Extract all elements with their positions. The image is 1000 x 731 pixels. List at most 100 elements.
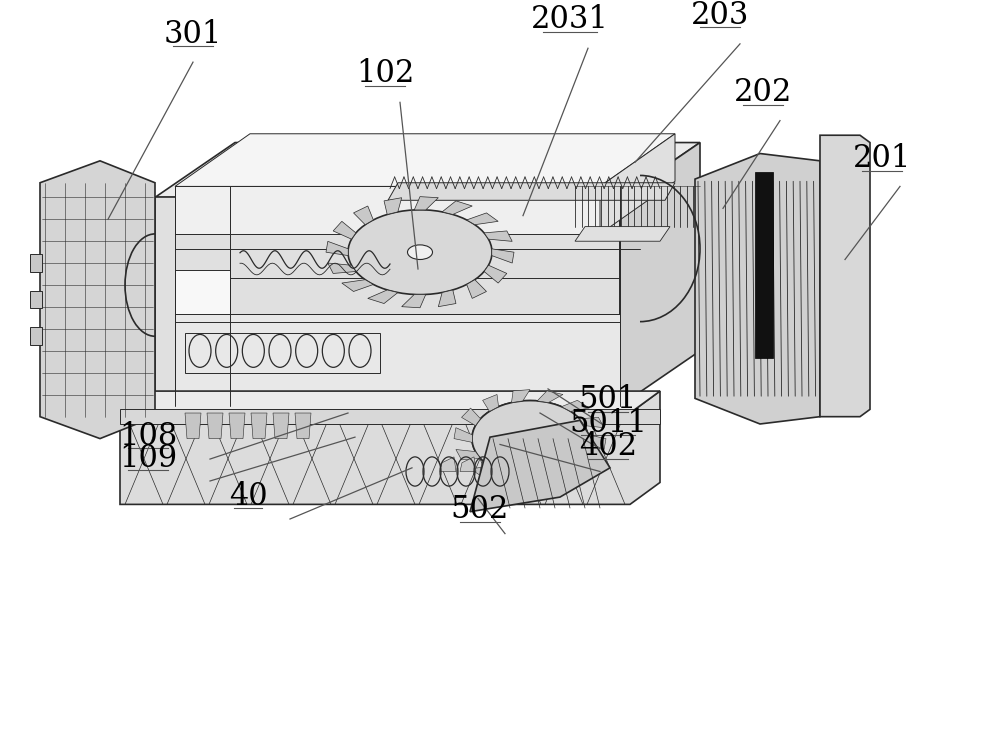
Text: 2031: 2031 <box>531 4 609 35</box>
Polygon shape <box>467 213 498 224</box>
Polygon shape <box>125 413 139 424</box>
Polygon shape <box>629 413 643 424</box>
Polygon shape <box>30 254 42 272</box>
Text: 40: 40 <box>229 481 267 512</box>
Polygon shape <box>149 413 163 424</box>
Polygon shape <box>414 197 438 210</box>
Polygon shape <box>221 413 235 424</box>
Ellipse shape <box>472 401 588 477</box>
Ellipse shape <box>348 210 492 295</box>
Polygon shape <box>120 391 660 504</box>
Polygon shape <box>579 452 598 469</box>
Polygon shape <box>365 413 379 424</box>
Polygon shape <box>341 413 355 424</box>
Polygon shape <box>581 413 595 424</box>
Polygon shape <box>492 249 514 263</box>
Polygon shape <box>402 295 426 308</box>
Polygon shape <box>561 466 577 482</box>
Polygon shape <box>467 280 486 298</box>
Text: 109: 109 <box>119 443 177 474</box>
Polygon shape <box>483 395 499 412</box>
Polygon shape <box>175 186 230 234</box>
Polygon shape <box>605 413 619 424</box>
Polygon shape <box>695 154 820 424</box>
Polygon shape <box>442 201 472 214</box>
Polygon shape <box>512 390 530 403</box>
Polygon shape <box>579 417 604 428</box>
Text: 5011: 5011 <box>569 408 647 439</box>
Polygon shape <box>155 197 620 406</box>
Polygon shape <box>530 474 548 488</box>
Text: 102: 102 <box>356 58 414 89</box>
Text: 201: 201 <box>853 143 911 174</box>
Polygon shape <box>293 413 307 424</box>
Polygon shape <box>454 428 472 442</box>
Text: 203: 203 <box>691 0 749 31</box>
Polygon shape <box>326 241 348 256</box>
Text: 301: 301 <box>164 19 222 50</box>
Polygon shape <box>557 413 571 424</box>
Polygon shape <box>560 457 576 471</box>
Polygon shape <box>497 474 523 486</box>
Polygon shape <box>820 135 870 417</box>
Polygon shape <box>388 183 675 200</box>
Polygon shape <box>185 413 201 439</box>
Polygon shape <box>354 206 373 224</box>
Ellipse shape <box>408 245 432 260</box>
Polygon shape <box>207 413 223 439</box>
Polygon shape <box>175 186 600 234</box>
Polygon shape <box>333 221 356 239</box>
Polygon shape <box>580 457 596 471</box>
Polygon shape <box>588 435 606 450</box>
Polygon shape <box>561 401 589 412</box>
Polygon shape <box>229 413 245 439</box>
Polygon shape <box>368 290 398 303</box>
Polygon shape <box>462 408 481 425</box>
Polygon shape <box>30 327 42 345</box>
Polygon shape <box>120 409 660 424</box>
Polygon shape <box>273 413 289 439</box>
Polygon shape <box>40 161 155 439</box>
Polygon shape <box>456 450 481 460</box>
Polygon shape <box>533 413 547 424</box>
Polygon shape <box>575 227 670 241</box>
Polygon shape <box>175 134 675 186</box>
Polygon shape <box>471 466 499 477</box>
Polygon shape <box>437 413 451 424</box>
Polygon shape <box>173 413 187 424</box>
Polygon shape <box>509 413 523 424</box>
Text: 108: 108 <box>119 421 177 452</box>
Polygon shape <box>413 413 427 424</box>
Polygon shape <box>485 413 499 424</box>
Polygon shape <box>342 280 373 292</box>
Polygon shape <box>484 231 512 241</box>
Polygon shape <box>120 391 660 413</box>
Polygon shape <box>317 413 331 424</box>
Polygon shape <box>484 265 507 283</box>
Text: 202: 202 <box>734 77 792 108</box>
Text: 502: 502 <box>451 494 509 525</box>
Polygon shape <box>620 143 700 406</box>
Polygon shape <box>197 413 211 424</box>
Polygon shape <box>540 457 556 471</box>
Polygon shape <box>245 413 259 424</box>
Polygon shape <box>500 457 516 471</box>
Polygon shape <box>600 134 675 234</box>
Polygon shape <box>460 457 476 471</box>
Polygon shape <box>328 263 356 273</box>
Polygon shape <box>384 197 402 214</box>
Polygon shape <box>755 172 773 358</box>
Polygon shape <box>155 143 700 197</box>
Polygon shape <box>175 270 230 314</box>
Text: 501: 501 <box>579 385 637 415</box>
Polygon shape <box>470 420 610 512</box>
Polygon shape <box>269 413 283 424</box>
Polygon shape <box>30 291 42 308</box>
Text: 402: 402 <box>579 431 637 462</box>
Polygon shape <box>480 457 496 471</box>
Polygon shape <box>295 413 311 439</box>
Polygon shape <box>175 314 620 406</box>
Polygon shape <box>389 413 403 424</box>
Polygon shape <box>251 413 267 439</box>
Polygon shape <box>438 290 456 307</box>
